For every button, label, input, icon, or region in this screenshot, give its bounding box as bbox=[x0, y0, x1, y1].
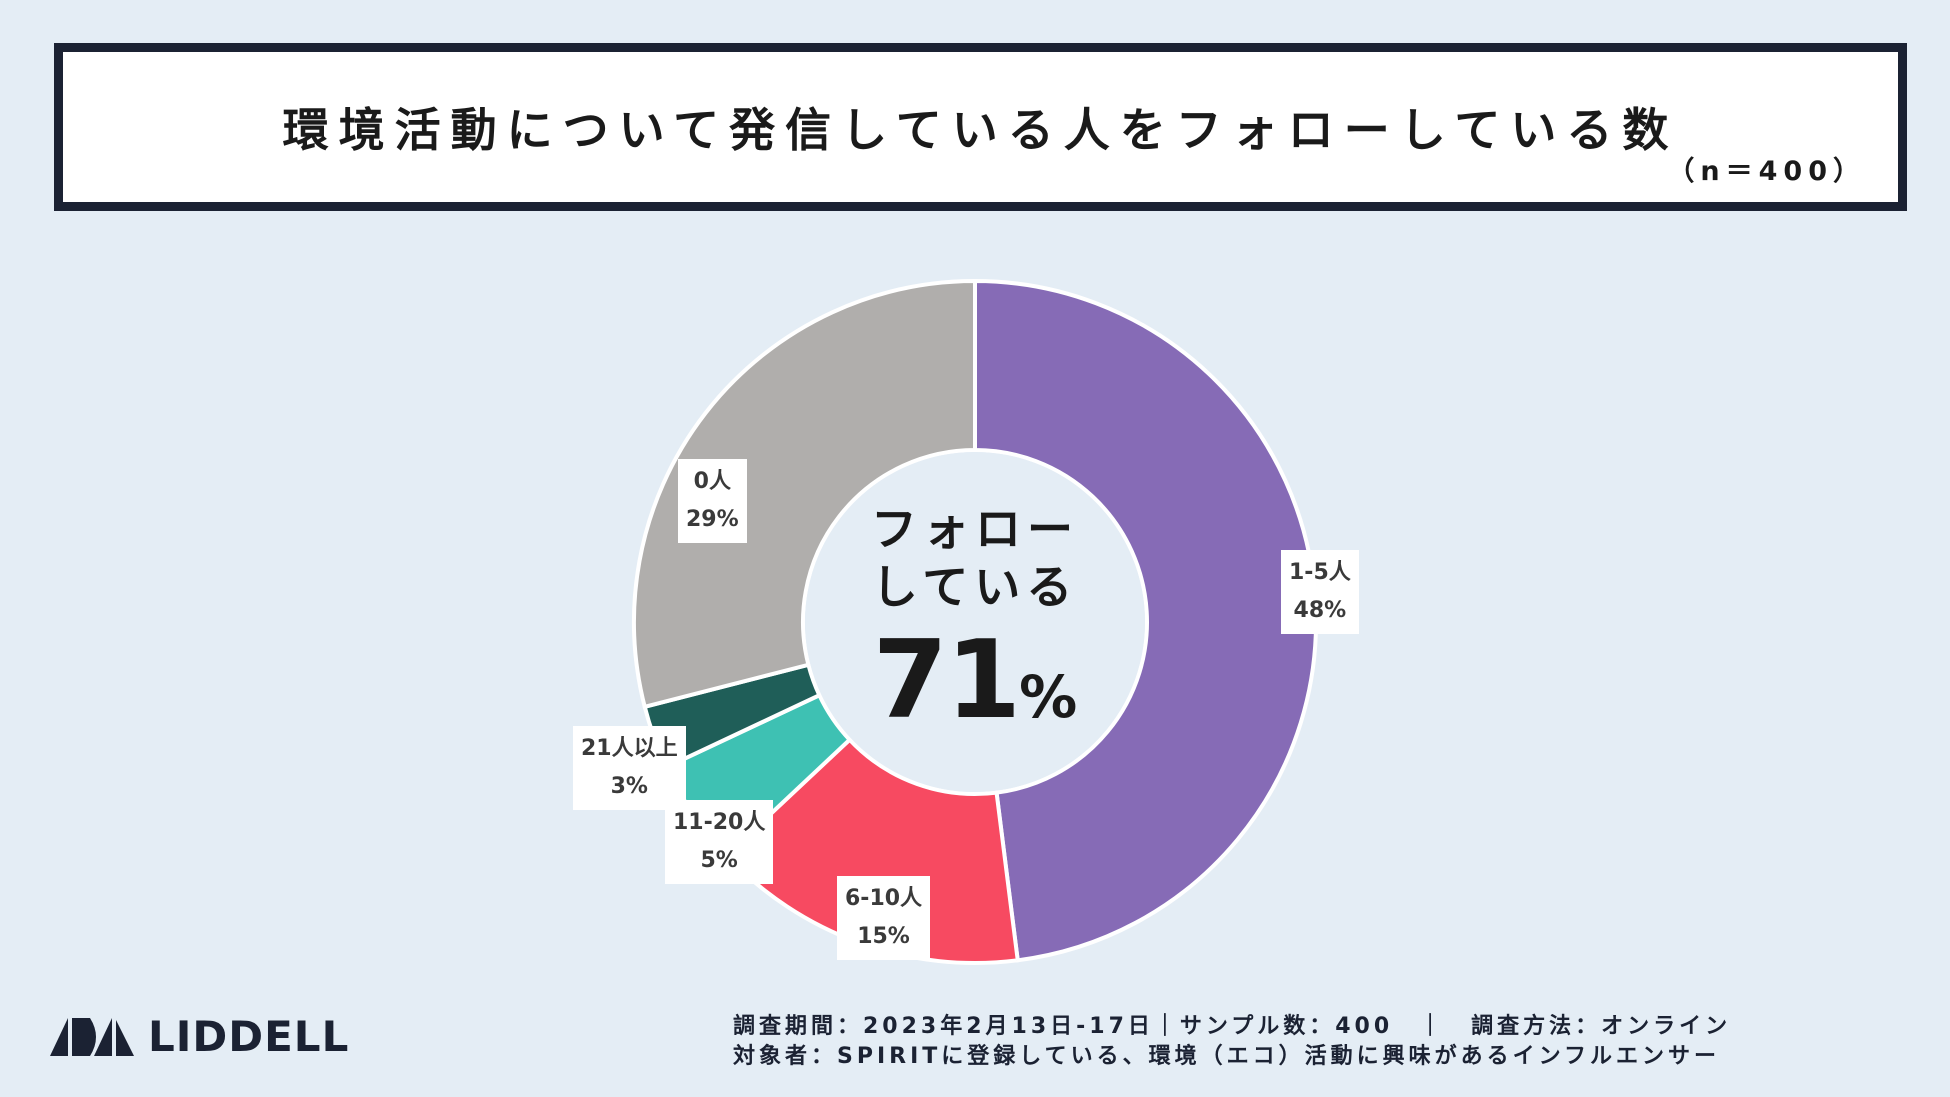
slice-label-0: 0人 29% bbox=[678, 459, 747, 543]
sample-size: （n＝400） bbox=[1667, 156, 1866, 187]
slice-label-value: 3% bbox=[610, 774, 648, 799]
slice-label-category: 6-10人 bbox=[845, 886, 923, 911]
slice-label-category: 1-5人 bbox=[1289, 560, 1351, 585]
slice-label-6-10: 6-10人 15% bbox=[837, 876, 931, 960]
center-line-1: フォロー bbox=[871, 502, 1079, 556]
title-box: 環境活動について発信している人をフォローしている数 （n＝400） bbox=[54, 43, 1907, 211]
footnote-line-1: 調査期間：2023年2月13日-17日｜サンプル数：400 ｜ 調査方法：オンラ… bbox=[733, 1014, 1732, 1039]
logo: LIDDELL bbox=[50, 1012, 349, 1061]
slice-label-category: 11-20人 bbox=[673, 810, 766, 835]
liddell-sail-icon bbox=[50, 1017, 134, 1056]
slice-label-21-plus: 21人以上 3% bbox=[573, 726, 686, 810]
slice-0 bbox=[632, 278, 977, 710]
slice-1-5 bbox=[973, 278, 1318, 963]
survey-footnote: 調査期間：2023年2月13日-17日｜サンプル数：400 ｜ 調査方法：オンラ… bbox=[733, 1012, 1731, 1072]
center-unit: % bbox=[1019, 663, 1078, 731]
donut-hole bbox=[805, 452, 1145, 792]
slice-label-category: 21人以上 bbox=[581, 736, 678, 761]
donut-center: フォロー している 71% bbox=[800, 500, 1150, 767]
slice-label-value: 48% bbox=[1293, 598, 1347, 623]
slice-label-value: 5% bbox=[700, 848, 738, 873]
slice-label-11-20: 11-20人 5% bbox=[665, 800, 774, 884]
slice-label-value: 15% bbox=[857, 924, 910, 949]
chart-title: 環境活動について発信している人をフォローしている数 bbox=[282, 103, 1679, 157]
footnote-line-2: 対象者：SPIRITに登録している、環境（エコ）活動に興味があるインフルエンサー bbox=[733, 1044, 1720, 1069]
logo-text: LIDDELL bbox=[148, 1012, 350, 1061]
slice-label-category: 0人 bbox=[693, 469, 731, 494]
center-line-2: している bbox=[871, 560, 1079, 614]
slice-label-value: 29% bbox=[686, 507, 739, 532]
center-percentage: 71% bbox=[800, 626, 1150, 767]
slice-label-1-5: 1-5人 48% bbox=[1281, 550, 1359, 634]
center-value: 71 bbox=[872, 618, 1021, 743]
